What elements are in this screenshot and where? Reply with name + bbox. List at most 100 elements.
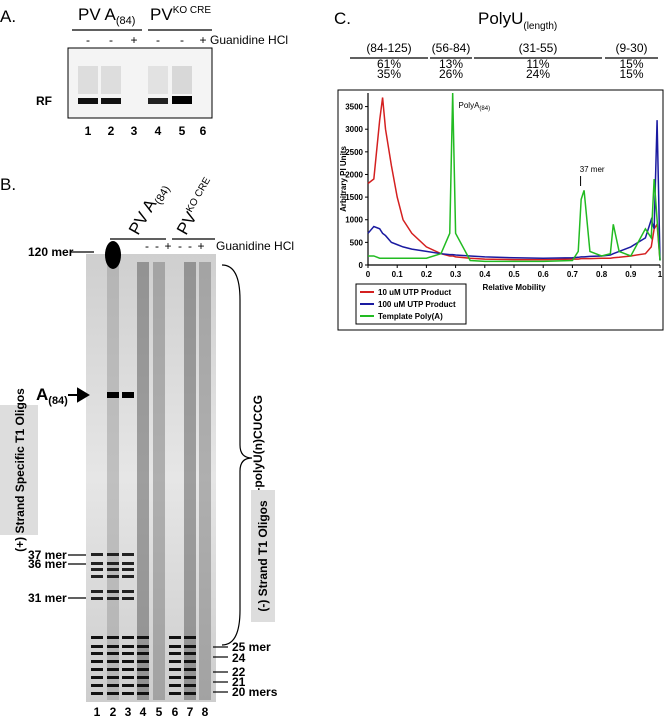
range-pct: 15% bbox=[619, 67, 643, 81]
x-tick-label: 0.1 bbox=[392, 270, 404, 279]
band bbox=[122, 684, 134, 687]
band bbox=[91, 668, 103, 671]
range-pct: 26% bbox=[439, 67, 463, 81]
annotation-text: PolyA bbox=[459, 101, 481, 110]
smear bbox=[78, 66, 98, 94]
gel-bands bbox=[91, 241, 211, 700]
marker-sub: (84) bbox=[48, 395, 68, 407]
y-axis-label: Arbitrary PI Units bbox=[339, 146, 348, 212]
band bbox=[172, 96, 192, 104]
box-label: (+) Strand Specific T1 Oligos bbox=[13, 388, 27, 552]
range-pct: 24% bbox=[526, 67, 550, 81]
band bbox=[78, 98, 98, 104]
data-line bbox=[367, 97, 661, 261]
marker-label: 37 mer bbox=[28, 548, 67, 562]
marker-label: 24 bbox=[232, 651, 246, 665]
band bbox=[122, 562, 134, 565]
band bbox=[122, 590, 134, 593]
treatment: - bbox=[109, 33, 113, 47]
chart: 0 500 1000 1500 2000 2500 3000 3500 0 0.1 0.2 0.3 0.… bbox=[337, 89, 664, 331]
x-tick-label: 0.5 bbox=[508, 270, 520, 279]
box bbox=[251, 490, 275, 622]
treatment-label: Guanidine HCl bbox=[216, 239, 294, 253]
band bbox=[184, 684, 196, 687]
marker-label: 20 mers bbox=[232, 685, 278, 699]
y-tick-label: 3000 bbox=[345, 125, 363, 134]
bracket bbox=[221, 264, 253, 646]
treatment: + bbox=[197, 239, 204, 253]
band bbox=[107, 597, 119, 600]
range-label: (84-125) bbox=[366, 41, 411, 55]
treatment: - bbox=[180, 33, 184, 47]
band bbox=[122, 652, 134, 655]
band bbox=[122, 575, 134, 578]
lane-smear bbox=[137, 262, 149, 700]
band bbox=[107, 553, 119, 556]
band bbox=[122, 553, 134, 556]
treatment: + bbox=[199, 33, 206, 47]
treatment: - bbox=[156, 33, 160, 47]
lane-number: 1 bbox=[94, 705, 101, 719]
y-tick-label: 500 bbox=[350, 238, 364, 247]
x-tick-label: 0.4 bbox=[479, 270, 491, 279]
marker-label: 120 mer bbox=[28, 245, 74, 259]
group-label: PV A(84) bbox=[125, 179, 173, 240]
band bbox=[169, 676, 181, 679]
treatment: - bbox=[178, 239, 182, 253]
band bbox=[91, 553, 103, 556]
band bbox=[184, 660, 196, 663]
band bbox=[107, 575, 119, 578]
range-pct: 15% bbox=[619, 57, 643, 71]
smear bbox=[101, 66, 121, 94]
group-sup: KO CRE bbox=[173, 5, 212, 16]
band bbox=[91, 692, 103, 695]
group-sup: KO CRE bbox=[184, 175, 213, 214]
panel-label: B. bbox=[0, 175, 16, 194]
band bbox=[91, 590, 103, 593]
arrow bbox=[68, 387, 90, 403]
band bbox=[122, 668, 134, 671]
annotation: 37 mer bbox=[580, 165, 605, 174]
y-tick-label: 1500 bbox=[345, 193, 363, 202]
band bbox=[137, 660, 149, 663]
x-tick-label: 0.9 bbox=[625, 270, 637, 279]
bracket-label: VPg-polyU(n)CUCCG bbox=[251, 395, 265, 515]
lane-number: 5 bbox=[179, 124, 186, 138]
band bbox=[137, 645, 149, 648]
band bbox=[91, 636, 103, 639]
band bbox=[169, 652, 181, 655]
band bbox=[91, 575, 103, 578]
lane-number: 2 bbox=[110, 705, 117, 719]
treatment-label: Guanidine HCl bbox=[210, 33, 288, 47]
title-text: PolyU bbox=[478, 9, 523, 28]
y-tick-label: 2000 bbox=[345, 170, 363, 179]
range-pct: 61% bbox=[377, 57, 401, 71]
band bbox=[107, 392, 119, 398]
band bbox=[169, 660, 181, 663]
band bbox=[184, 636, 196, 639]
legend-label: 10 uM UTP Product bbox=[378, 288, 452, 297]
group-label: PV A(84) bbox=[78, 5, 135, 27]
band bbox=[107, 562, 119, 565]
band bbox=[169, 645, 181, 648]
treatment: + bbox=[130, 33, 137, 47]
band bbox=[91, 660, 103, 663]
band bbox=[122, 636, 134, 639]
x-tick-label: 0 bbox=[366, 270, 371, 279]
band bbox=[91, 562, 103, 565]
group-text: PV bbox=[150, 5, 173, 24]
data-line bbox=[367, 120, 661, 261]
y-tick-label: 2500 bbox=[345, 148, 363, 157]
band bbox=[122, 597, 134, 600]
lane-number: 1 bbox=[85, 124, 92, 138]
range-pct: 11% bbox=[526, 57, 549, 71]
range-label: (56-84) bbox=[432, 41, 471, 55]
y-tick-label: 1000 bbox=[345, 216, 363, 225]
band bbox=[107, 676, 119, 679]
lane-smear bbox=[184, 262, 196, 700]
treatment: + bbox=[164, 239, 171, 253]
band bbox=[91, 597, 103, 600]
range-label: (9-30) bbox=[615, 41, 647, 55]
